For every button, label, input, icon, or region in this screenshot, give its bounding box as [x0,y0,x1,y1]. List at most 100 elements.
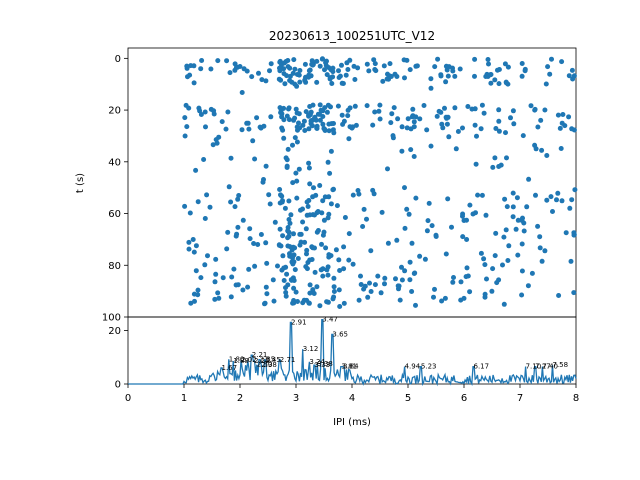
scatter-point [424,127,430,133]
scatter-point [277,65,282,71]
scatter-point [271,298,277,304]
scatter-point [395,283,401,289]
scatter-point [522,68,528,74]
scatter-point [278,107,284,113]
scatter-point [295,299,300,304]
scatter-point [532,107,538,113]
scatter-point [280,198,285,204]
scatter-point [294,110,300,116]
scatter-point [356,297,362,303]
scatter-point [334,203,340,209]
chart-title: 20230613_100251UTC_V12 [269,29,435,43]
scatter-point [290,180,296,186]
histogram-peak-label: 6.17 [474,363,490,371]
scatter-point [182,133,188,139]
scatter-point [315,228,321,233]
scatter-point [250,138,256,144]
scatter-point [570,76,576,82]
histogram-peak-label: 3.81 [341,363,357,371]
scatter-point [409,240,415,246]
scatter-point [473,161,479,167]
scatter-point [237,64,243,69]
scatter-point [193,243,199,249]
histogram-y-ticks: 0 20 [108,326,128,391]
scatter-point [457,66,463,72]
scatter-point [452,73,458,79]
scatter-point [496,128,502,134]
scatter-point [317,183,323,188]
scatter-point [413,195,419,201]
scatter-point [483,212,489,218]
scatter-point [306,74,312,80]
scatter-point [405,116,411,122]
scatter-point [537,245,543,251]
scatter-point [429,223,435,229]
scatter-point [446,134,452,140]
scatter-point [325,215,331,221]
scatter-point [464,237,470,242]
scatter-point [382,281,387,287]
scatter-point [212,279,218,285]
scatter-point [368,248,374,254]
scatter-point [329,81,335,86]
scatter-point [306,198,312,203]
histogram-peak-label: 1.80 [229,355,245,363]
scatter-point [257,124,263,130]
scatter-point [286,217,292,222]
scatter-point [331,284,337,290]
histogram-x-tick-label: 3 [293,393,299,404]
scatter-point [467,202,473,208]
scatter-point [377,116,383,122]
histogram-peak-label: 3.38 [317,360,333,368]
scatter-point [560,112,566,117]
scatter-point [547,71,553,77]
scatter-point [306,160,312,166]
scatter-point [293,170,299,176]
scatter-point [360,224,366,229]
scatter-point [433,234,439,239]
scatter-point [404,57,410,63]
scatter-point [572,187,578,193]
scatter-point [460,234,466,240]
scatter-y-ticks: 0 20 40 60 80 100 [102,54,128,324]
scatter-point [198,66,204,72]
scatter-point [287,73,293,79]
scatter-point [372,67,378,72]
scatter-point [571,127,577,133]
scatter-point [283,285,288,291]
scatter-point [443,63,449,69]
scatter-point [515,252,521,258]
scatter-point [514,195,520,201]
scatter-point [289,79,295,85]
histogram-x-ticks: 0 1 2 3 4 5 6 7 8 [125,384,579,404]
histogram-peak-label: 2.45 [265,356,281,364]
scatter-point [205,253,210,259]
scatter-point [296,120,301,126]
scatter-point [219,119,225,125]
scatter-point [339,112,345,118]
scatter-point [336,257,342,263]
scatter-point [548,194,554,200]
scatter-point [367,280,372,286]
scatter-point [473,210,478,216]
scatter-point [311,291,317,296]
scatter-point [291,231,296,237]
scatter-point [212,296,218,302]
scatter-point [294,195,300,201]
scatter-point [341,244,347,250]
histogram-peak-label: 1.67 [222,364,238,372]
scatter-point [256,70,261,76]
histogram-peak-label: 5.23 [421,363,437,371]
scatter-point [324,109,330,115]
scatter-point [492,77,498,83]
scatter-point [407,277,413,283]
scatter-point [288,212,294,218]
scatter-point [213,137,219,143]
scatter-point [293,106,299,112]
scatter-point [235,224,241,230]
scatter-point [182,115,188,121]
scatter-point [391,105,397,111]
scatter-point [324,267,330,273]
scatter-point [519,73,525,79]
scatter-point [443,251,449,257]
